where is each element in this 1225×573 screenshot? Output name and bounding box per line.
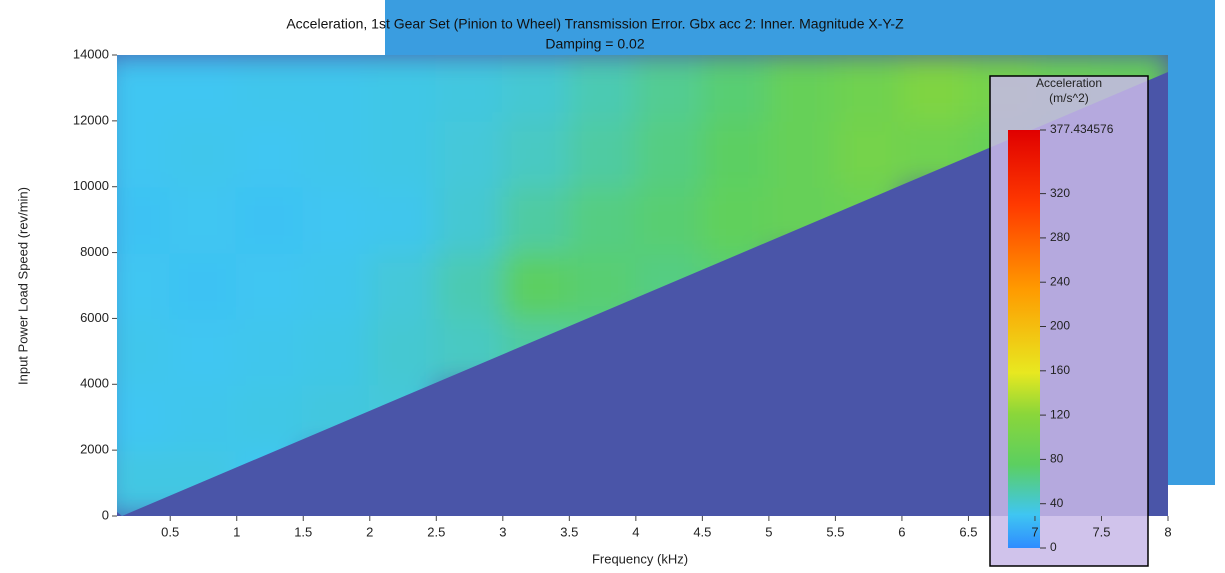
colorbar-tick-label: 200 bbox=[1050, 319, 1070, 333]
colorbar-tick-label: 280 bbox=[1050, 230, 1070, 244]
x-tick-label: 0.5 bbox=[161, 524, 179, 539]
x-tick-label: 5.5 bbox=[826, 524, 844, 539]
colorbar-tick-label: 120 bbox=[1050, 407, 1070, 421]
heat-cell bbox=[169, 119, 238, 188]
heat-cell bbox=[235, 383, 305, 452]
heat-cell bbox=[900, 55, 970, 122]
x-tick-label: 8 bbox=[1164, 524, 1171, 539]
heat-cell bbox=[834, 55, 903, 122]
heat-cell bbox=[117, 185, 172, 254]
heat-cell bbox=[117, 55, 172, 122]
heat-cell bbox=[235, 119, 305, 188]
y-tick-label: 12000 bbox=[73, 112, 109, 127]
heat-cell bbox=[568, 55, 637, 122]
colorbar-tick-label: 377.434576 bbox=[1050, 122, 1114, 136]
heat-cell bbox=[235, 317, 305, 386]
heat-cell bbox=[568, 185, 637, 254]
heat-cell bbox=[169, 251, 238, 320]
x-tick-label: 5 bbox=[765, 524, 772, 539]
x-tick-label: 7 bbox=[1031, 524, 1038, 539]
heat-cell bbox=[169, 185, 238, 254]
colorbar-title: (m/s^2) bbox=[1049, 91, 1089, 105]
heat-cell bbox=[169, 55, 238, 122]
heat-cell bbox=[368, 185, 438, 254]
y-tick-label: 10000 bbox=[73, 178, 109, 193]
x-tick-label: 1 bbox=[233, 524, 240, 539]
x-tick-label: 7.5 bbox=[1092, 524, 1110, 539]
colorbar-tick-label: 40 bbox=[1050, 496, 1064, 510]
y-tick-label: 2000 bbox=[80, 442, 109, 457]
x-tick-label: 1.5 bbox=[294, 524, 312, 539]
heat-cell bbox=[235, 55, 305, 122]
colorbar bbox=[1008, 130, 1040, 548]
colorbar-tick-label: 320 bbox=[1050, 186, 1070, 200]
x-tick-label: 3 bbox=[499, 524, 506, 539]
x-tick-label: 3.5 bbox=[560, 524, 578, 539]
heat-cell bbox=[435, 185, 504, 254]
heat-cell bbox=[435, 251, 504, 320]
heat-cell bbox=[368, 251, 438, 320]
heat-cell bbox=[117, 383, 172, 452]
y-tick-label: 6000 bbox=[80, 310, 109, 325]
heat-cell bbox=[501, 119, 571, 188]
heat-cell bbox=[169, 317, 238, 386]
y-tick-label: 8000 bbox=[80, 244, 109, 259]
heat-cell bbox=[767, 55, 837, 122]
heat-cell bbox=[169, 383, 238, 452]
heat-cell bbox=[501, 185, 571, 254]
x-tick-label: 2 bbox=[366, 524, 373, 539]
heat-cell bbox=[117, 119, 172, 188]
x-tick-label: 4 bbox=[632, 524, 639, 539]
heat-cell bbox=[435, 119, 504, 188]
heat-cell bbox=[117, 317, 172, 386]
heat-cell bbox=[302, 317, 371, 386]
heat-cell bbox=[368, 119, 438, 188]
y-tick-label: 4000 bbox=[80, 376, 109, 391]
heat-cell bbox=[235, 251, 305, 320]
heat-cell bbox=[501, 251, 571, 320]
colorbar-tick-label: 80 bbox=[1050, 452, 1064, 466]
heat-cell bbox=[568, 119, 637, 188]
heat-cell bbox=[235, 185, 305, 254]
heat-cell bbox=[302, 251, 371, 320]
heat-cell bbox=[834, 119, 903, 188]
heat-cell bbox=[634, 55, 704, 122]
chart-title: Acceleration, 1st Gear Set (Pinion to Wh… bbox=[286, 16, 904, 32]
heat-cell bbox=[435, 55, 504, 122]
colorbar-tick-label: 160 bbox=[1050, 363, 1070, 377]
x-tick-label: 2.5 bbox=[427, 524, 445, 539]
heat-cell bbox=[368, 55, 438, 122]
colorbar-title: Acceleration bbox=[1036, 76, 1102, 90]
y-axis-label: Input Power Load Speed (rev/min) bbox=[15, 187, 30, 385]
x-tick-label: 4.5 bbox=[693, 524, 711, 539]
heat-cell bbox=[117, 251, 172, 320]
heat-cell bbox=[634, 185, 704, 254]
x-tick-label: 6 bbox=[898, 524, 905, 539]
x-tick-label: 6.5 bbox=[959, 524, 977, 539]
y-tick-label: 14000 bbox=[73, 46, 109, 61]
heat-cell bbox=[302, 55, 371, 122]
heat-cell bbox=[368, 317, 438, 386]
heat-cell bbox=[302, 185, 371, 254]
colorbar-tick-label: 240 bbox=[1050, 274, 1070, 288]
heat-cell bbox=[767, 119, 837, 188]
heat-cell bbox=[701, 55, 770, 122]
heat-cell bbox=[701, 119, 770, 188]
colorbar-tick-label: 0 bbox=[1050, 540, 1057, 554]
heat-cell bbox=[634, 119, 704, 188]
heat-cell bbox=[302, 119, 371, 188]
chart-subtitle: Damping = 0.02 bbox=[545, 36, 644, 52]
heat-cell bbox=[501, 55, 571, 122]
x-axis-label: Frequency (kHz) bbox=[592, 551, 688, 566]
heat-cell bbox=[701, 185, 770, 254]
y-tick-label: 0 bbox=[102, 507, 109, 522]
